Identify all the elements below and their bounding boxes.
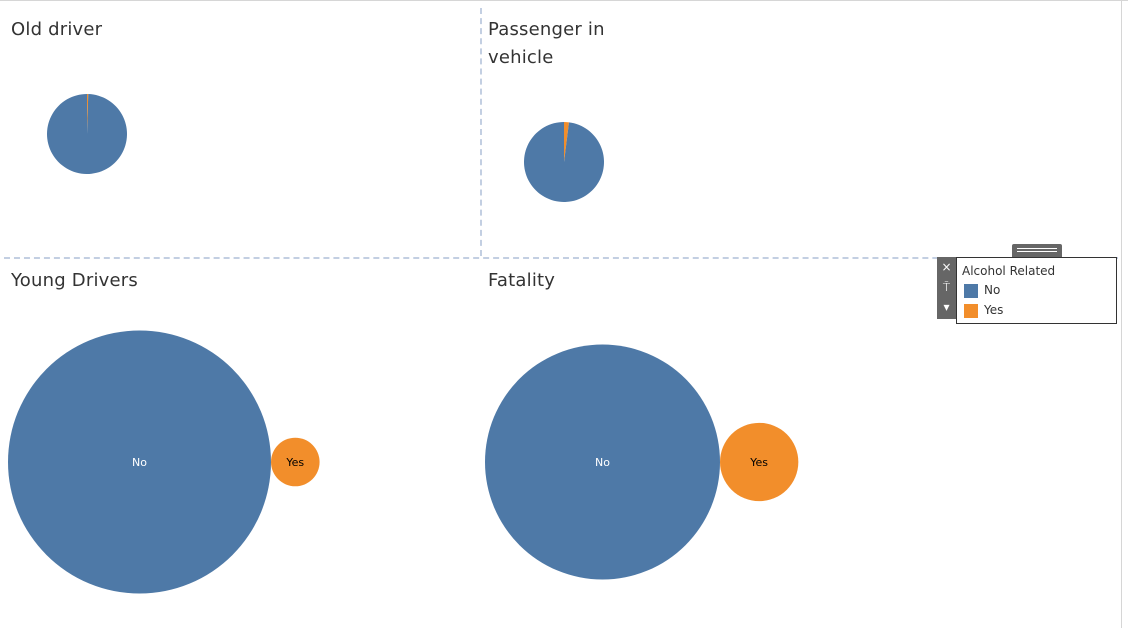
pie-slice-passenger-in-vehicle-no (523, 122, 604, 203)
menu-dropdown-icon[interactable]: ▾ (943, 300, 950, 314)
bubble-label-fatality-yes: Yes (749, 456, 768, 469)
frame-right-border (1121, 0, 1122, 628)
fatality-title: Fatality (488, 270, 556, 291)
frame-top-border (0, 0, 1128, 1)
panel-divider-horizontal (4, 257, 1118, 259)
passenger-title: Passenger in vehicle (488, 19, 605, 68)
legend-label-yes: Yes (984, 303, 1004, 317)
legend: Alcohol Related No Yes (956, 257, 1117, 324)
panel-divider-vertical (480, 8, 482, 256)
close-icon[interactable]: × (941, 260, 952, 274)
pin-icon[interactable]: ⍑ (942, 280, 951, 294)
bubble-fatality-no (485, 344, 720, 580)
bubble-label-fatality-no: No (595, 456, 610, 469)
legend-label-no: No (984, 283, 1001, 297)
pie-slice-old-driver-no (47, 94, 128, 174)
legend-swatch-yes (964, 304, 978, 318)
legend-title: Alcohol Related (962, 264, 1056, 278)
bubble-label-young-drivers-no: No (132, 456, 147, 469)
legend-drag-handle[interactable] (1012, 244, 1062, 257)
bubble-young-drivers-no (8, 330, 271, 594)
legend-swatch-no (964, 284, 978, 298)
young-drivers-title: Young Drivers (11, 270, 138, 291)
pie-slice-old-driver-yes (87, 94, 89, 134)
bubble-young-drivers-yes (271, 437, 320, 487)
bubble-fatality-yes (720, 422, 799, 502)
bubble-label-young-drivers-yes: Yes (285, 456, 304, 469)
legend-toolbar: × ⍑ ▾ (937, 257, 956, 319)
pie-slice-passenger-in-vehicle-yes (564, 122, 570, 162)
old-driver-title: Old driver (11, 19, 103, 40)
